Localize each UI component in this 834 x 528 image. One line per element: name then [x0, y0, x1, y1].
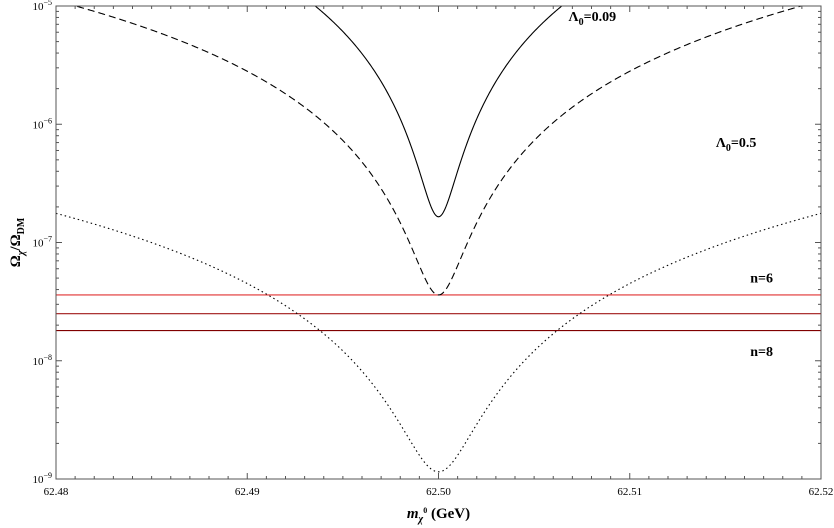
x-axis-title: mχ0 (GeV) — [407, 506, 470, 525]
x-tick-label: 62.51 — [617, 486, 642, 498]
series-solid-line — [314, 6, 563, 218]
x-tick-label: 62.50 — [426, 486, 451, 498]
plot-lines — [56, 6, 821, 473]
series-dashed-line — [73, 6, 804, 296]
n-annotation: n=6 — [750, 271, 773, 286]
y-tick-label: 10−9 — [32, 471, 52, 486]
x-tick-label: 62.48 — [44, 486, 69, 498]
y-tick-label: 10−5 — [32, 0, 52, 13]
lambda-annotation: Λ0=0.09 — [569, 10, 617, 28]
lambda-annotation: Λ0=0.5 — [716, 136, 757, 154]
x-tick-label: 62.52 — [809, 486, 834, 498]
n-annotation: n=8 — [750, 345, 773, 360]
series-dotted-line — [56, 212, 821, 473]
x-tick-label: 62.49 — [235, 486, 260, 498]
y-tick-label: 10−7 — [32, 235, 52, 250]
axis-ticks: 62.48 62.49 62.50 62.51 62.52 10−9 10−8 10−7 10−… — [32, 0, 833, 498]
y-tick-label: 10−8 — [32, 353, 52, 368]
y-axis-title: Ωχ/ΩDM — [8, 217, 27, 267]
y-tick-label: 10−6 — [32, 116, 52, 131]
